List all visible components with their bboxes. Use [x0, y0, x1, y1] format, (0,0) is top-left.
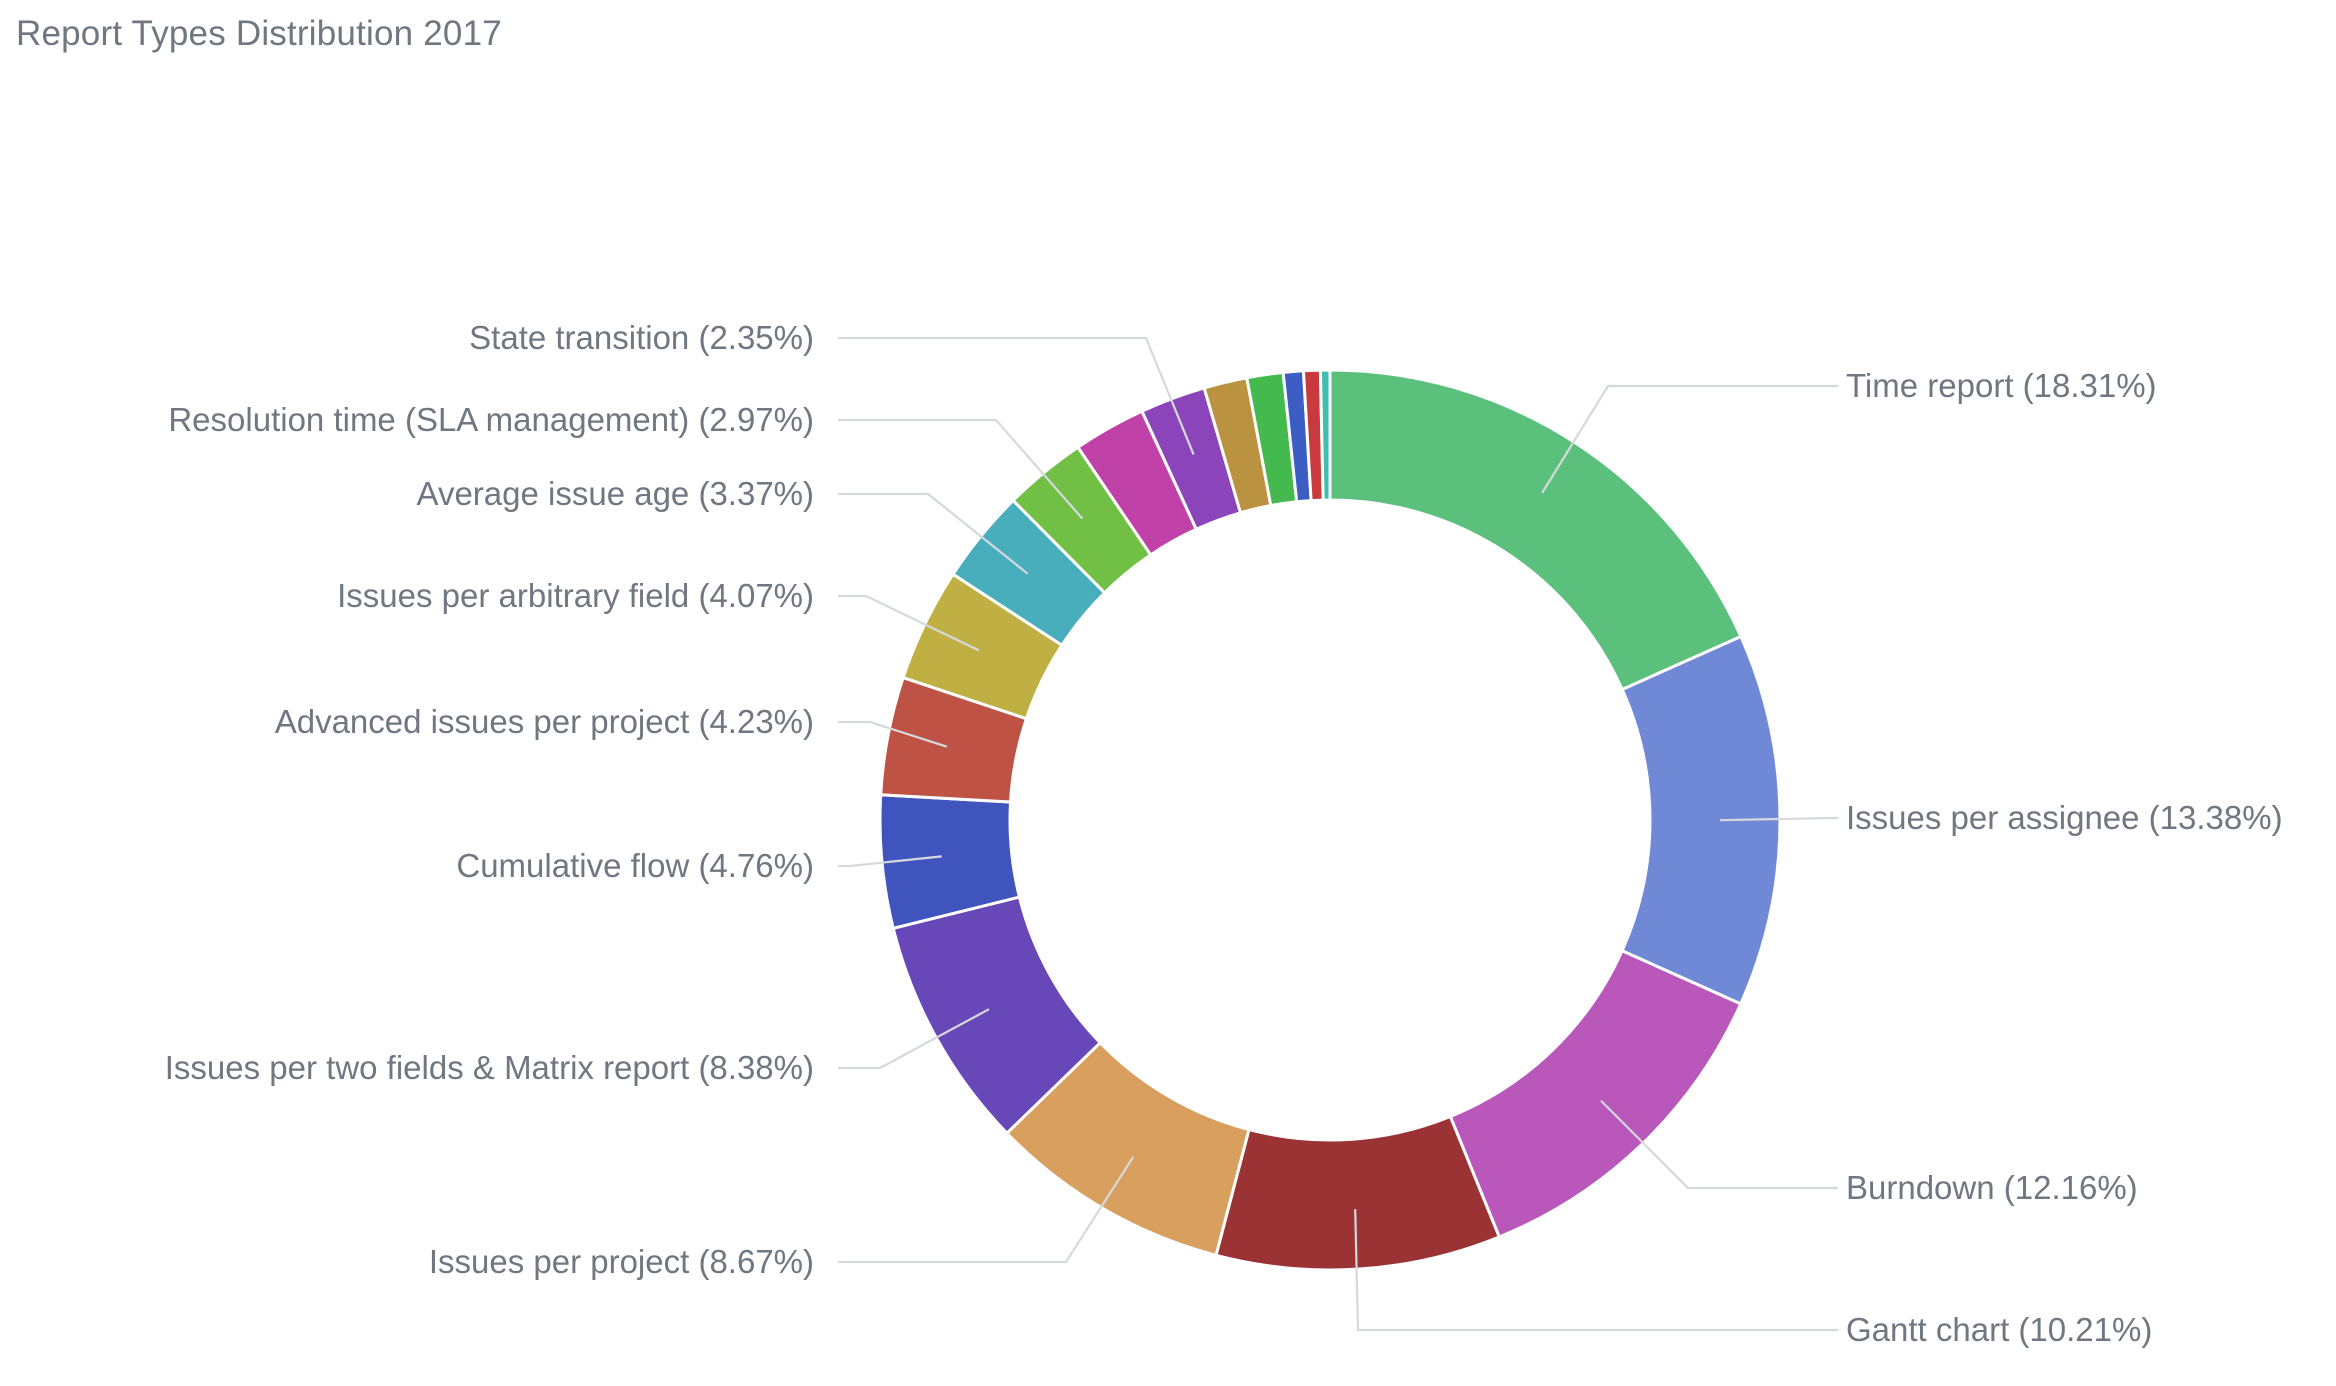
slice-time-report[interactable]	[1328, 368, 1743, 692]
label-connector	[1719, 816, 1838, 822]
slice-label: Gantt chart (10.21%)	[1846, 1311, 2152, 1348]
slice-label: Resolution time (SLA management) (2.97%)	[168, 401, 814, 438]
label-connector	[838, 492, 1029, 575]
label-connector	[838, 418, 1084, 520]
slice-label: State transition (2.35%)	[469, 319, 814, 356]
slice-burndown[interactable]	[1448, 948, 1743, 1239]
label-connector	[1354, 1209, 1838, 1332]
donut-slices	[878, 368, 1782, 1272]
slice-labels: Time report (18.31%) Issues per assignee …	[165, 319, 2283, 1348]
label-connector	[838, 855, 942, 868]
label-connector	[838, 594, 980, 652]
slice-label: Time report (18.31%)	[1846, 367, 2157, 404]
label-connector	[838, 1156, 1135, 1264]
label-connector	[1541, 384, 1838, 494]
slice-gantt-chart[interactable]	[1214, 1114, 1502, 1272]
slice-label: Issues per assignee (13.38%)	[1846, 799, 2283, 836]
label-connector	[838, 1008, 990, 1070]
slice-label: Issues per two fields & Matrix report (8…	[165, 1049, 814, 1086]
label-connector	[838, 336, 1195, 456]
label-connector	[838, 720, 948, 748]
slice-label: Issues per project (8.67%)	[429, 1243, 814, 1280]
slice-label: Advanced issues per project (4.23%)	[275, 703, 814, 740]
label-connectors	[838, 336, 1838, 1332]
slice-label: Cumulative flow (4.76%)	[456, 847, 814, 884]
slice-label: Average issue age (3.37%)	[417, 475, 814, 512]
slice-unlabeled-17[interactable]	[1318, 368, 1332, 502]
slice-label: Burndown (12.16%)	[1846, 1169, 2138, 1206]
slice-label: Issues per arbitrary field (4.07%)	[337, 577, 814, 614]
chart-title: Report Types Distribution 2017	[16, 14, 502, 53]
label-connector	[1600, 1099, 1838, 1190]
